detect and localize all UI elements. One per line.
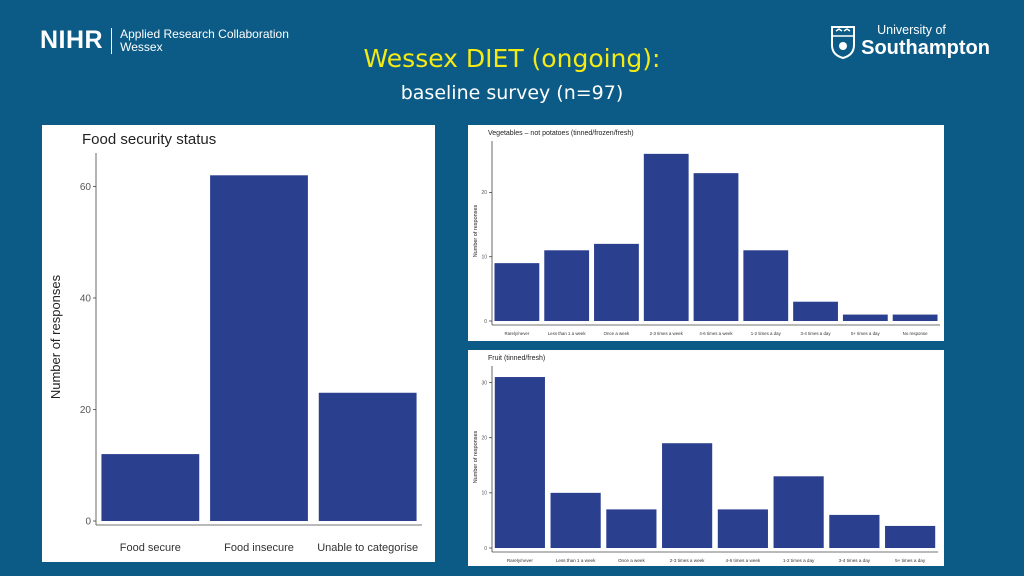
- x-tick-label: 5+ times a day: [895, 558, 926, 563]
- x-tick-label: Less than 1 a week: [556, 558, 596, 563]
- bar-5: [693, 173, 739, 321]
- chart-title: Fruit (tinned/fresh): [488, 355, 545, 362]
- food-security-chart-panel: Food security status 0 20 40 60 Number of res…: [42, 125, 435, 562]
- bar-2: [550, 492, 601, 548]
- slide-title: Wessex DIET (ongoing):: [363, 44, 661, 73]
- y-tick-label: 10: [481, 491, 487, 497]
- nihr-logo-text: NIHR: [40, 26, 104, 54]
- y-tick-label: 20: [80, 405, 92, 416]
- bar-4: [662, 443, 713, 548]
- bar-6: [743, 250, 789, 321]
- x-tick-label: 4-6 times a week: [726, 558, 761, 563]
- fruit-chart: Fruit (tinned/fresh) 0 10 20 30 Number of res…: [473, 355, 938, 563]
- bar-8: [885, 525, 936, 548]
- bar-7: [793, 301, 838, 321]
- southampton-text: Southampton: [861, 37, 990, 59]
- y-tick-label: 0: [85, 517, 91, 528]
- y-tick-label: 30: [481, 380, 487, 386]
- bar-5: [717, 509, 768, 548]
- bar-1: [101, 454, 200, 521]
- arc-line-2: Wessex: [120, 39, 163, 54]
- x-tick-label: 5+ times a day: [851, 331, 880, 336]
- x-tick-label: No response: [903, 331, 928, 336]
- y-tick-label: 0: [484, 319, 487, 325]
- fruit-chart-panel: Fruit (tinned/fresh) 0 10 20 30 Number of res…: [468, 350, 944, 566]
- vegetables-chart-panel: Vegetables – not potatoes (tinned/frozen…: [468, 125, 944, 341]
- y-tick-label: 60: [80, 182, 92, 193]
- x-tick-label: 2-3 times a week: [670, 558, 705, 563]
- x-tick-label: 1-2 times a day: [783, 558, 815, 563]
- bar-3: [318, 392, 417, 521]
- vegetables-chart: Vegetables – not potatoes (tinned/frozen…: [473, 130, 940, 336]
- bar-8: [842, 314, 888, 321]
- x-tick-label: Food secure: [120, 542, 181, 554]
- bar-3: [606, 509, 657, 548]
- bar-1: [494, 263, 540, 321]
- bar-2: [210, 175, 308, 521]
- x-tick-label: 3-4 times a day: [839, 558, 871, 563]
- y-tick-label: 40: [80, 293, 92, 304]
- chart-title: Vegetables – not potatoes (tinned/frozen…: [488, 130, 634, 137]
- bar-2: [544, 250, 590, 321]
- x-tick-label: Unable to categorise: [317, 542, 418, 554]
- x-tick-label: Food insecure: [224, 542, 294, 554]
- bar-9: [892, 314, 938, 321]
- x-tick-label: 3-4 times a day: [801, 331, 832, 336]
- crest-icon: [831, 25, 856, 59]
- y-tick-label: 0: [484, 546, 487, 552]
- x-tick-label: Once a week: [604, 331, 630, 336]
- x-tick-label: 2-3 times a week: [650, 331, 684, 336]
- x-tick-label: 4-6 times a week: [699, 331, 733, 336]
- logo-divider: [111, 27, 113, 54]
- x-tick-label: Rarely/never: [507, 558, 534, 563]
- bar-3: [594, 243, 639, 321]
- arc-line-1: Applied Research Collaboration: [120, 26, 289, 41]
- y-axis-label: Number of responses: [473, 430, 479, 483]
- arc-wessex-text: Applied Research Collaboration Wessex: [120, 26, 289, 54]
- food-security-chart: Food security status 0 20 40 60 Number of res…: [48, 131, 422, 554]
- y-tick-label: 20: [481, 190, 487, 196]
- slide-subtitle: baseline survey (n=97): [400, 82, 624, 104]
- y-tick-label: 20: [481, 435, 487, 441]
- y-axis-label: Number of responses: [473, 204, 479, 257]
- x-tick-label: Rarely/never: [504, 331, 529, 336]
- bar-1: [494, 377, 545, 548]
- y-axis-label: Number of responses: [48, 274, 63, 399]
- x-tick-label: Less than 1 a week: [548, 331, 587, 336]
- nihr-arc-logo: NIHR Applied Research Collaboration Wess…: [40, 26, 289, 55]
- university-logo: University of Southampton: [831, 24, 990, 59]
- x-tick-label: 1-2 times a day: [751, 331, 782, 336]
- bar-7: [829, 514, 880, 548]
- x-tick-label: Once a week: [618, 558, 646, 563]
- bar-4: [643, 153, 689, 321]
- university-of-text: University of: [877, 23, 946, 37]
- chart-title: Food security status: [82, 131, 216, 148]
- y-tick-label: 10: [481, 254, 487, 260]
- bar-6: [773, 476, 824, 548]
